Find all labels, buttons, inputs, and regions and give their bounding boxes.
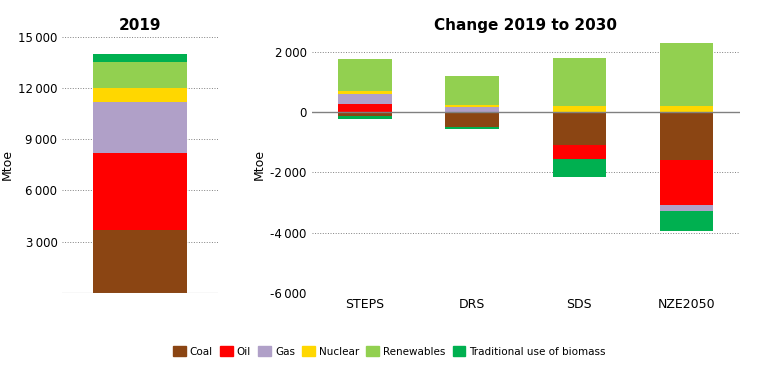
Bar [660, 112, 714, 160]
Bar [446, 108, 499, 112]
Bar [660, 106, 714, 112]
Y-axis label: Mtoe: Mtoe [253, 149, 266, 180]
Bar [446, 76, 499, 105]
Bar [660, 42, 714, 106]
Bar [93, 101, 187, 153]
Bar [552, 112, 606, 145]
Bar [552, 159, 606, 177]
Bar [338, 59, 392, 91]
Bar [338, 104, 392, 112]
Bar [93, 153, 187, 229]
Title: 2019: 2019 [119, 18, 161, 33]
Bar [446, 127, 499, 130]
Bar [93, 88, 187, 101]
Legend: Coal, Oil, Gas, Nuclear, Renewables, Traditional use of biomass: Coal, Oil, Gas, Nuclear, Renewables, Tra… [169, 342, 610, 361]
Bar [660, 160, 714, 205]
Bar [338, 91, 392, 94]
Bar [660, 212, 714, 231]
Bar [552, 145, 606, 159]
Bar [338, 116, 392, 119]
Bar [93, 54, 187, 62]
Bar [552, 58, 606, 106]
Bar [552, 106, 606, 112]
Bar [338, 112, 392, 116]
Bar [446, 112, 499, 127]
Bar [93, 62, 187, 88]
Bar [93, 229, 187, 293]
Title: Change 2019 to 2030: Change 2019 to 2030 [435, 18, 617, 33]
Y-axis label: Mtoe: Mtoe [1, 149, 14, 180]
Bar [338, 94, 392, 104]
Bar [446, 105, 499, 108]
Bar [660, 205, 714, 212]
